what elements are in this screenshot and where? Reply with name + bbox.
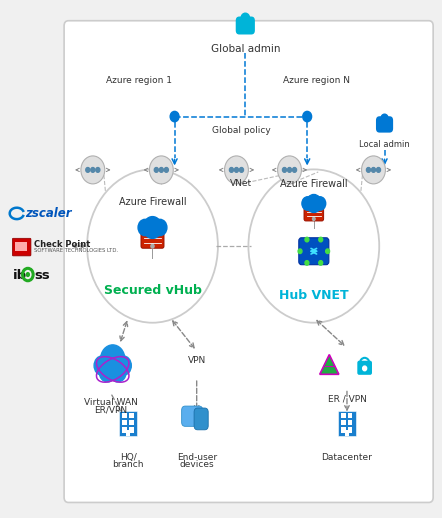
Bar bbox=[345, 430, 349, 436]
Circle shape bbox=[154, 167, 158, 172]
Bar bbox=[348, 420, 352, 425]
FancyBboxPatch shape bbox=[194, 408, 208, 430]
Bar bbox=[341, 412, 346, 418]
Bar bbox=[348, 412, 352, 418]
Circle shape bbox=[110, 362, 126, 382]
Text: Azure Firewall: Azure Firewall bbox=[119, 197, 186, 207]
FancyBboxPatch shape bbox=[141, 228, 164, 248]
Text: Local admin: Local admin bbox=[359, 140, 410, 149]
Circle shape bbox=[248, 169, 379, 323]
FancyBboxPatch shape bbox=[299, 238, 329, 265]
Text: branch: branch bbox=[112, 460, 144, 469]
Text: ER/VPN: ER/VPN bbox=[94, 405, 127, 414]
Circle shape bbox=[229, 167, 233, 172]
Bar bbox=[129, 427, 133, 433]
Bar bbox=[15, 242, 27, 251]
Text: HQ/: HQ/ bbox=[120, 453, 137, 462]
Bar bbox=[122, 412, 127, 418]
Text: devices: devices bbox=[179, 460, 214, 469]
Circle shape bbox=[240, 167, 244, 172]
Circle shape bbox=[287, 167, 292, 172]
Circle shape bbox=[319, 237, 323, 242]
Circle shape bbox=[114, 356, 131, 376]
Circle shape bbox=[305, 261, 309, 265]
Circle shape bbox=[278, 156, 301, 184]
Circle shape bbox=[366, 167, 370, 172]
Circle shape bbox=[326, 249, 330, 253]
Circle shape bbox=[86, 167, 90, 172]
Circle shape bbox=[377, 167, 381, 172]
Circle shape bbox=[143, 217, 162, 238]
Circle shape bbox=[26, 272, 30, 277]
Circle shape bbox=[302, 197, 313, 210]
Text: Azure region N: Azure region N bbox=[282, 76, 350, 85]
Bar bbox=[122, 427, 127, 433]
Text: Secured vHub: Secured vHub bbox=[103, 283, 202, 297]
Circle shape bbox=[314, 197, 326, 210]
FancyBboxPatch shape bbox=[338, 411, 356, 436]
Circle shape bbox=[153, 219, 167, 236]
Circle shape bbox=[81, 156, 105, 184]
Text: ib: ib bbox=[13, 269, 27, 282]
Text: Hub VNET: Hub VNET bbox=[279, 289, 349, 302]
Circle shape bbox=[101, 345, 125, 373]
Circle shape bbox=[241, 13, 250, 23]
Text: ss: ss bbox=[34, 269, 50, 282]
Circle shape bbox=[164, 167, 168, 172]
Text: zscaler: zscaler bbox=[25, 207, 72, 220]
Bar bbox=[122, 420, 127, 425]
Polygon shape bbox=[320, 355, 339, 375]
Bar bbox=[126, 430, 130, 436]
Circle shape bbox=[362, 366, 366, 371]
FancyBboxPatch shape bbox=[182, 406, 202, 426]
Bar bbox=[348, 427, 352, 433]
Circle shape bbox=[306, 194, 321, 212]
Circle shape bbox=[151, 244, 154, 248]
Circle shape bbox=[312, 218, 315, 221]
Circle shape bbox=[99, 362, 116, 382]
Text: Global admin: Global admin bbox=[210, 44, 280, 54]
FancyBboxPatch shape bbox=[12, 238, 31, 256]
Circle shape bbox=[305, 237, 309, 242]
Circle shape bbox=[381, 114, 388, 123]
Text: End-user: End-user bbox=[177, 453, 217, 462]
FancyBboxPatch shape bbox=[376, 116, 393, 133]
Circle shape bbox=[319, 261, 323, 265]
Circle shape bbox=[138, 219, 152, 236]
Circle shape bbox=[159, 167, 164, 172]
Circle shape bbox=[298, 249, 302, 253]
Circle shape bbox=[94, 356, 111, 376]
Circle shape bbox=[234, 167, 239, 172]
Circle shape bbox=[293, 167, 297, 172]
Circle shape bbox=[91, 167, 95, 172]
Text: Azure region 1: Azure region 1 bbox=[106, 76, 172, 85]
Text: Datacenter: Datacenter bbox=[321, 453, 373, 462]
Circle shape bbox=[170, 111, 179, 122]
Bar bbox=[341, 427, 346, 433]
FancyBboxPatch shape bbox=[236, 17, 255, 35]
Text: VNet: VNet bbox=[230, 179, 252, 189]
Circle shape bbox=[96, 167, 100, 172]
Text: Check Point: Check Point bbox=[34, 240, 91, 249]
FancyBboxPatch shape bbox=[64, 21, 433, 502]
Text: Azure Firewall: Azure Firewall bbox=[280, 179, 347, 189]
Text: ER / VPN: ER / VPN bbox=[328, 395, 366, 404]
Circle shape bbox=[225, 156, 248, 184]
Circle shape bbox=[371, 167, 376, 172]
FancyBboxPatch shape bbox=[357, 361, 372, 375]
Text: SOFTWARE TECHNOLOGIES LTD.: SOFTWARE TECHNOLOGIES LTD. bbox=[34, 248, 118, 253]
Text: Virtual WAN: Virtual WAN bbox=[84, 398, 137, 407]
Circle shape bbox=[362, 156, 385, 184]
Text: Global policy: Global policy bbox=[212, 126, 270, 135]
FancyBboxPatch shape bbox=[119, 411, 137, 436]
FancyBboxPatch shape bbox=[304, 204, 324, 221]
Text: VPN: VPN bbox=[187, 355, 206, 365]
Circle shape bbox=[149, 156, 173, 184]
Circle shape bbox=[87, 169, 218, 323]
Circle shape bbox=[303, 111, 312, 122]
Bar bbox=[129, 412, 133, 418]
Bar bbox=[341, 420, 346, 425]
Circle shape bbox=[282, 167, 286, 172]
Bar bbox=[129, 420, 133, 425]
